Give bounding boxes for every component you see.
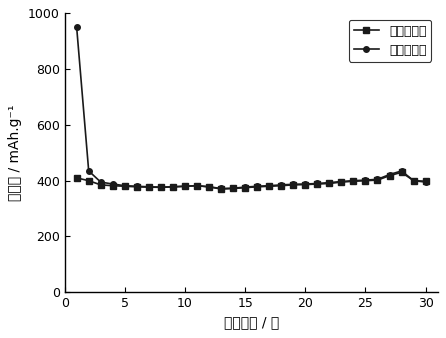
放电比容量 [146,185,152,189]
放电比容量 [339,179,344,184]
放电比容量 [363,178,368,182]
充电比容量 [206,185,212,189]
放电比容量 [231,186,236,190]
放电比容量 [243,185,248,189]
放电比容量 [279,183,284,187]
放电比容量 [122,184,128,188]
X-axis label: 循环次数 / 次: 循环次数 / 次 [223,316,279,330]
放电比容量 [158,185,164,189]
充电比容量 [375,178,380,182]
放电比容量 [291,182,296,186]
放电比容量 [206,185,212,189]
Line: 放电比容量: 放电比容量 [74,24,429,191]
充电比容量 [231,187,236,191]
放电比容量 [387,172,392,176]
充电比容量 [339,180,344,184]
充电比容量 [182,184,188,188]
放电比容量 [98,180,103,184]
充电比容量 [170,185,176,189]
放电比容量 [411,179,416,183]
放电比容量 [315,182,320,186]
充电比容量 [134,185,140,189]
充电比容量 [423,179,428,183]
放电比容量 [134,184,140,188]
放电比容量 [423,180,428,184]
Line: 充电比容量: 充电比容量 [74,170,429,192]
放电比容量 [74,25,79,29]
充电比容量 [315,182,320,186]
充电比容量 [219,187,224,191]
放电比容量 [182,184,188,188]
放电比容量 [170,185,176,189]
放电比容量 [399,169,404,173]
充电比容量 [279,184,284,188]
充电比容量 [267,184,272,188]
Y-axis label: 比容量 / mAh.g⁻¹: 比容量 / mAh.g⁻¹ [8,104,22,201]
放电比容量 [255,184,260,188]
充电比容量 [110,184,116,188]
充电比容量 [146,185,152,189]
放电比容量 [375,177,380,181]
放电比容量 [110,182,116,186]
充电比容量 [387,174,392,178]
放电比容量 [219,187,224,191]
充电比容量 [122,184,128,188]
充电比容量 [303,183,308,187]
放电比容量 [326,180,332,185]
充电比容量 [291,183,296,187]
充电比容量 [243,186,248,190]
充电比容量 [351,179,356,183]
放电比容量 [194,184,200,188]
放电比容量 [267,184,272,188]
充电比容量 [326,182,332,186]
充电比容量 [98,183,103,187]
充电比容量 [363,179,368,183]
充电比容量 [255,185,260,189]
放电比容量 [303,182,308,186]
充电比容量 [74,176,79,180]
Legend: 充电比容量, 放电比容量: 充电比容量, 放电比容量 [349,20,431,62]
充电比容量 [158,185,164,189]
充电比容量 [86,179,91,183]
放电比容量 [351,179,356,183]
充电比容量 [399,170,404,174]
放电比容量 [86,169,91,173]
充电比容量 [411,179,416,183]
充电比容量 [194,184,200,188]
